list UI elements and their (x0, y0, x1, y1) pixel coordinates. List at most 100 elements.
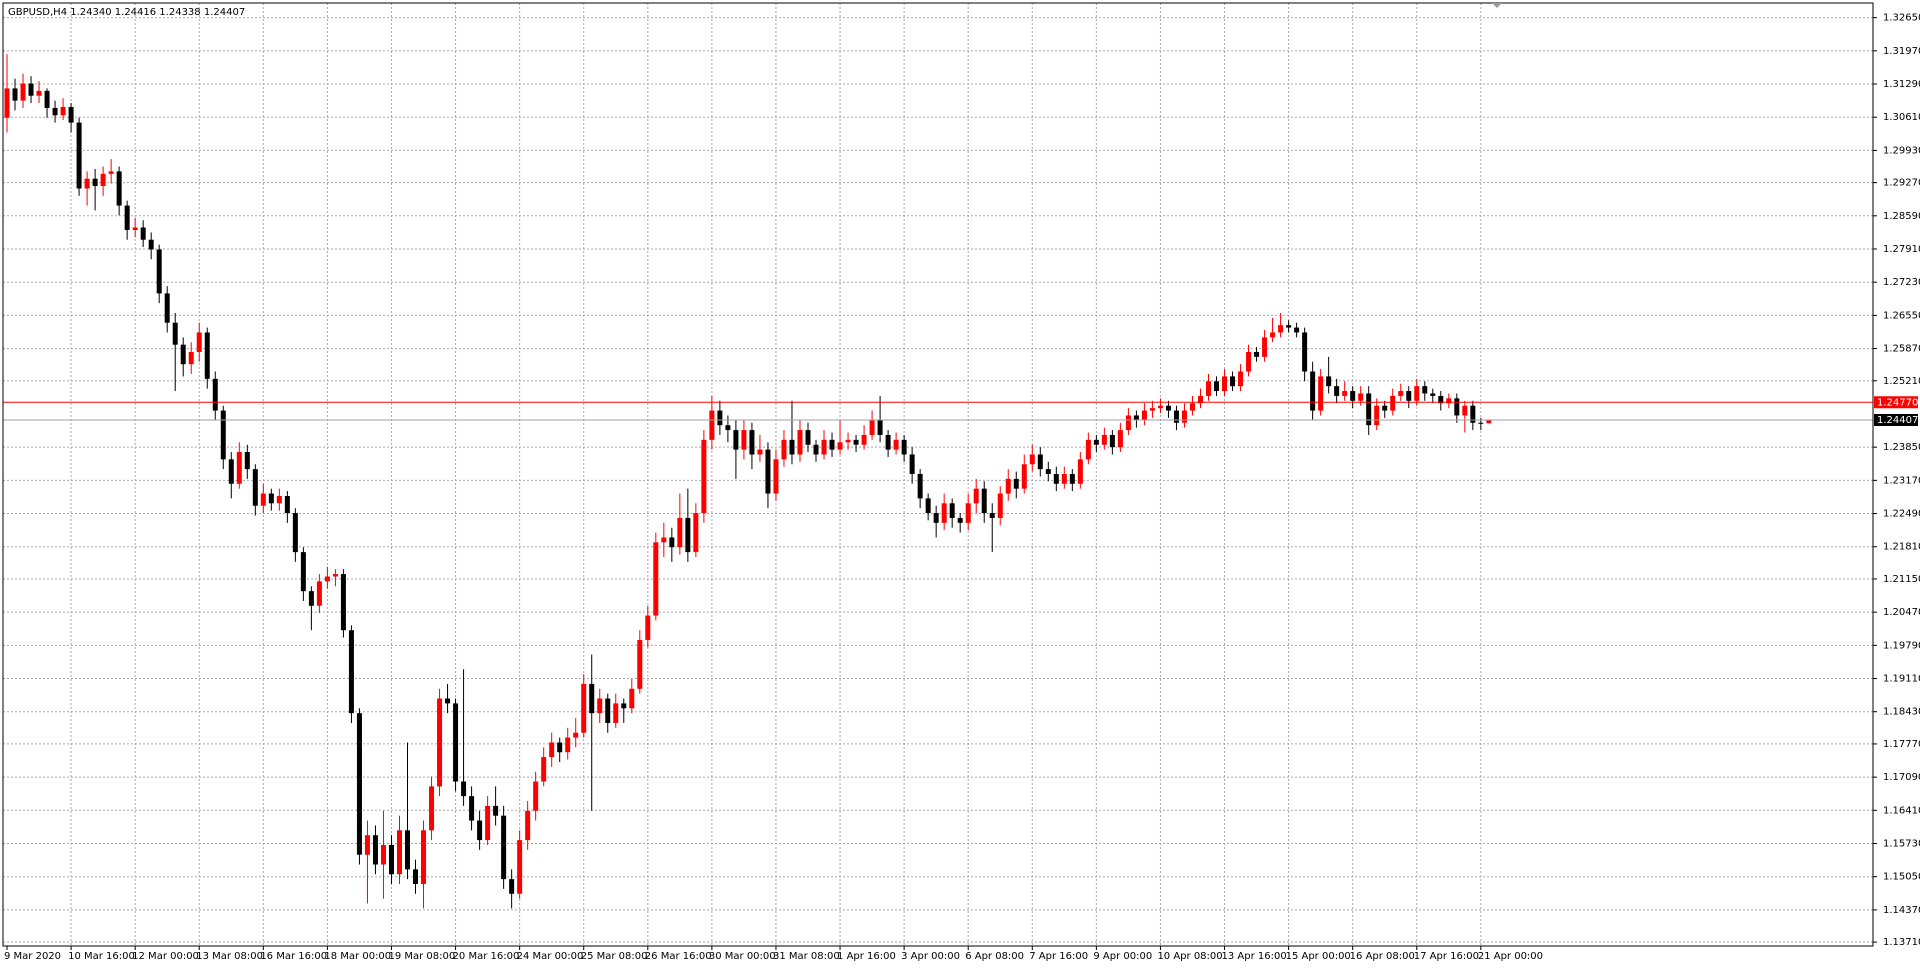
axes: 1.32650 1.31970 1.31290 1.30610 1.29930 1.292… (4, 13, 1920, 962)
candle-body (236, 452, 242, 484)
candle-body (172, 322, 178, 345)
candle-body (1406, 391, 1412, 401)
candle-body (204, 332, 210, 379)
x-tick-label: 25 Mar 08:00 (581, 951, 648, 962)
candle-body (445, 698, 451, 704)
y-tick-label: 1.30610 (1883, 112, 1920, 123)
y-tick-label: 1.18430 (1883, 707, 1920, 718)
x-tick-label: 31 Mar 08:00 (773, 951, 840, 962)
candle-body (124, 205, 130, 230)
candle-body (661, 537, 667, 543)
candle-body (981, 488, 987, 514)
candle-body (1189, 403, 1195, 411)
candle-body (957, 517, 963, 523)
candle-body (332, 574, 338, 577)
candle-body (220, 410, 226, 460)
candle-body (1230, 376, 1236, 387)
candle-body (1366, 393, 1372, 426)
candle-body (781, 439, 787, 460)
candle-body (629, 688, 635, 709)
candle-body (324, 576, 330, 582)
candle-body (469, 796, 475, 821)
x-tick-label: 24 Mar 00:00 (517, 951, 584, 962)
candle-body (284, 495, 290, 514)
candle-body (164, 293, 170, 323)
x-tick-label: 10 Mar 16:00 (68, 951, 135, 962)
candle-body (405, 830, 410, 870)
candle-body (1181, 410, 1187, 423)
candle-body (877, 420, 883, 435)
x-tick-label: 21 Apr 00:00 (1478, 951, 1543, 962)
candle-body (244, 452, 250, 470)
candle-body (541, 757, 547, 782)
y-tick-label: 1.21810 (1883, 542, 1920, 553)
candle-body (717, 410, 723, 426)
candle-body (653, 542, 659, 616)
y-tick-label: 1.31290 (1883, 79, 1920, 90)
x-tick-label: 19 Mar 08:00 (388, 951, 455, 962)
price-label-box (1874, 396, 1918, 409)
candle-body (837, 442, 843, 450)
candle-body (501, 815, 507, 880)
y-tick-label: 1.25870 (1883, 344, 1920, 355)
candle-body (789, 439, 795, 455)
candle-body (885, 434, 891, 450)
candle-body (100, 173, 106, 187)
y-tick-label: 1.16410 (1883, 805, 1920, 816)
candle-body (1141, 410, 1147, 421)
candle-body (196, 332, 202, 352)
candle-body (437, 698, 443, 787)
candle-body (1422, 386, 1428, 394)
y-tick-label: 1.23170 (1883, 475, 1920, 486)
y-tick-label: 1.28590 (1883, 211, 1920, 222)
candle-body (829, 439, 835, 450)
candle-body (685, 517, 691, 553)
candle-body (340, 574, 346, 631)
candle-body (1318, 376, 1324, 411)
candle-body (1053, 474, 1059, 484)
candle-body (108, 171, 114, 174)
candle-body (1021, 464, 1027, 489)
candle-body (1382, 405, 1388, 411)
candle-body (388, 844, 394, 875)
candle-body (485, 805, 491, 841)
y-tick-label: 1.13710 (1883, 937, 1920, 948)
y-tick-label: 1.19790 (1883, 640, 1920, 651)
candle-body (116, 171, 122, 206)
candle-body (36, 90, 42, 96)
x-tick-label: 16 Apr 08:00 (1350, 951, 1415, 962)
candle-body (1334, 386, 1340, 396)
candle-body (308, 591, 314, 606)
x-tick-label: 13 Mar 08:00 (196, 951, 263, 962)
candle-body (1246, 351, 1252, 372)
candle-body (597, 698, 603, 714)
candle-body (1117, 430, 1123, 448)
candle-body (989, 513, 995, 518)
candle-body (557, 742, 563, 753)
candle-body (260, 493, 266, 506)
candle-body (941, 503, 947, 523)
candle-body (677, 517, 683, 548)
candle-body (356, 713, 362, 855)
candle-body (292, 513, 298, 553)
candle-body (845, 439, 851, 443)
candle-body (364, 835, 370, 855)
y-tick-label: 1.27230 (1883, 277, 1920, 288)
candle-body (693, 513, 699, 553)
candle-body (1005, 478, 1011, 494)
candle-body (973, 488, 979, 504)
candles (3, 54, 1873, 909)
candle-body (509, 879, 515, 894)
candle-body (68, 106, 74, 123)
price-label: 1.24770 (1877, 397, 1918, 408)
candle-body (1149, 408, 1155, 411)
candle-body (1206, 381, 1211, 396)
candle-body (917, 474, 923, 499)
y-tick-label: 1.14370 (1883, 905, 1920, 916)
y-tick-label: 1.32650 (1883, 13, 1920, 24)
candle-body (1214, 381, 1220, 392)
candle-body (477, 820, 483, 841)
x-tick-label: 10 Apr 08:00 (1157, 951, 1222, 962)
candle-body (1093, 439, 1099, 445)
candle-body (933, 513, 939, 523)
